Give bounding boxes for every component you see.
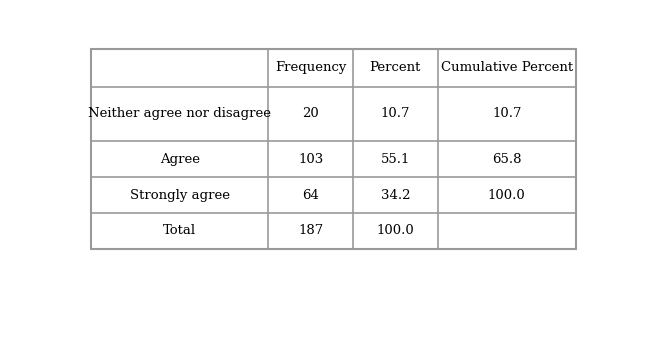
Text: 187: 187 bbox=[298, 225, 324, 237]
Text: 64: 64 bbox=[302, 189, 319, 202]
Text: 55.1: 55.1 bbox=[381, 152, 410, 166]
Text: 20: 20 bbox=[302, 107, 319, 120]
Text: Strongly agree: Strongly agree bbox=[130, 189, 230, 202]
Text: 34.2: 34.2 bbox=[381, 189, 410, 202]
Text: Neither agree nor disagree: Neither agree nor disagree bbox=[89, 107, 271, 120]
Bar bbox=[91, 49, 575, 249]
Text: 103: 103 bbox=[298, 152, 324, 166]
Text: Agree: Agree bbox=[160, 152, 200, 166]
Text: 65.8: 65.8 bbox=[492, 152, 521, 166]
Text: Frequency: Frequency bbox=[275, 61, 346, 75]
Text: 100.0: 100.0 bbox=[488, 189, 525, 202]
Text: Cumulative Percent: Cumulative Percent bbox=[441, 61, 573, 75]
Text: 10.7: 10.7 bbox=[492, 107, 521, 120]
Text: 100.0: 100.0 bbox=[376, 225, 414, 237]
Text: 10.7: 10.7 bbox=[381, 107, 410, 120]
Text: Total: Total bbox=[163, 225, 197, 237]
Text: Percent: Percent bbox=[370, 61, 421, 75]
